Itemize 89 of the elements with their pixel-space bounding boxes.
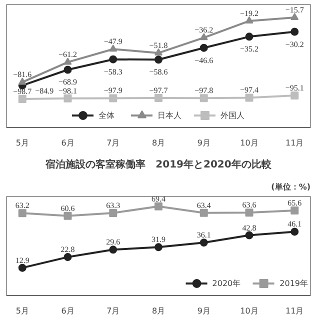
- x-tick-label: 9月: [197, 138, 210, 148]
- point: [290, 12, 299, 20]
- data-label: 63.3: [106, 200, 120, 210]
- data-label: −46.6: [194, 56, 214, 65]
- point: [18, 209, 26, 218]
- point: [154, 243, 162, 252]
- point: [200, 94, 208, 102]
- point: [290, 228, 299, 236]
- point: [200, 33, 208, 40]
- data-label: −30.2: [285, 40, 304, 49]
- data-label: 42.8: [242, 223, 256, 232]
- data-label: −61.2: [58, 50, 78, 60]
- point: [290, 28, 299, 36]
- point: [200, 238, 208, 247]
- data-label: 36.1: [196, 230, 211, 240]
- point: [109, 55, 118, 64]
- x-tick-label: 10月: [240, 306, 258, 316]
- point: [109, 246, 118, 254]
- point: [245, 231, 254, 240]
- point: [200, 208, 208, 217]
- data-label: −97.4: [240, 86, 259, 95]
- legend-label: 外国人: [220, 110, 244, 120]
- point: [64, 212, 72, 220]
- point: [18, 78, 26, 85]
- data-label: 46.1: [288, 220, 302, 229]
- data-label: −97.8: [194, 86, 214, 96]
- point: [64, 66, 72, 74]
- data-label: 60.6: [60, 204, 75, 213]
- data-label: −51.8: [149, 40, 168, 50]
- data-label: −97.9: [104, 86, 122, 96]
- data-label: −98.1: [58, 86, 78, 96]
- point: [154, 202, 162, 210]
- point: [109, 208, 118, 217]
- x-tick-label: 8月: [152, 306, 166, 316]
- point: [245, 32, 254, 41]
- legend-label: 全体: [98, 110, 116, 120]
- data-label: −95.1: [285, 83, 304, 92]
- data-label: −19.2: [240, 8, 259, 18]
- point: [290, 206, 299, 214]
- x-tick-label: 11月: [286, 138, 304, 148]
- point: [245, 208, 254, 217]
- data-label: −47.9: [104, 37, 122, 46]
- point: [109, 44, 118, 52]
- data-label: −98.7: [13, 86, 32, 96]
- point: [154, 56, 162, 64]
- point: [245, 94, 254, 102]
- data-label: 63.2: [15, 201, 30, 210]
- x-tick-label: 7月: [106, 138, 120, 148]
- data-label: −58.3: [104, 67, 122, 76]
- point: [18, 94, 26, 103]
- data-label: 63.6: [242, 200, 256, 210]
- data-label: −58.6: [149, 68, 168, 77]
- data-label: 63.4: [196, 200, 211, 210]
- x-tick-label: 10月: [240, 138, 258, 148]
- data-label: −97.7: [149, 86, 168, 96]
- x-tick-label: 5月: [16, 306, 29, 316]
- data-label: −81.6: [13, 70, 32, 80]
- x-tick-label: 6月: [61, 306, 74, 316]
- data-label: 31.9: [152, 235, 166, 244]
- data-label: −35.2: [240, 44, 259, 54]
- data-label: −84.9: [35, 86, 54, 96]
- data-label: 12.9: [15, 256, 30, 265]
- x-tick-label: 6月: [61, 138, 74, 148]
- x-tick-label: 9月: [197, 306, 210, 316]
- data-label: 22.8: [60, 245, 75, 254]
- point: [109, 94, 118, 102]
- legend-label: 日本人: [158, 110, 182, 120]
- chart-title: 宿泊施設の客室稼働率 2019年と2020年の比較: [44, 158, 272, 170]
- x-tick-label: 11月: [286, 306, 304, 316]
- point: [154, 94, 162, 102]
- data-label: 29.6: [106, 238, 120, 247]
- data-label: 65.6: [288, 198, 302, 208]
- data-label: −36.2: [194, 26, 214, 35]
- point: [154, 48, 162, 56]
- point: [64, 58, 72, 65]
- data-label: −15.7: [285, 6, 304, 15]
- point: [290, 91, 299, 100]
- point: [200, 44, 208, 52]
- x-tick-label: 8月: [152, 138, 166, 148]
- legend-label: 2019年: [280, 278, 308, 288]
- point: [64, 253, 72, 262]
- x-tick-label: 5月: [16, 138, 29, 148]
- x-tick-label: 7月: [106, 306, 120, 316]
- point: [18, 264, 26, 272]
- legend-label: 2020年: [212, 278, 241, 288]
- data-label: −68.9: [58, 78, 78, 87]
- chart-subtitle: (単位：%): [271, 182, 310, 192]
- point: [245, 16, 254, 24]
- point: [64, 94, 72, 102]
